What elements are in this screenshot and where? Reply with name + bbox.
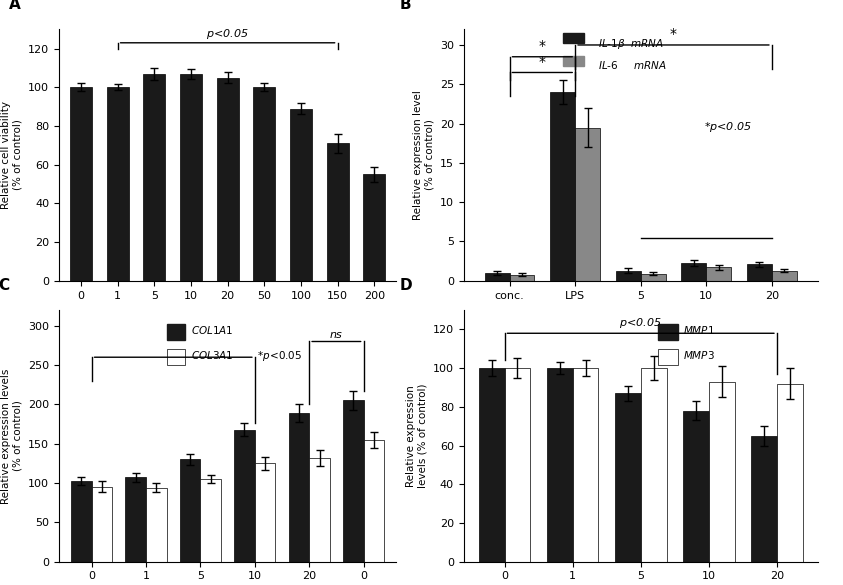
Bar — [70, 87, 92, 281]
Bar — [234, 429, 255, 562]
Text: *$p$<0.05: *$p$<0.05 — [251, 349, 303, 363]
Bar — [126, 477, 146, 562]
Bar — [143, 74, 165, 281]
Bar — [146, 488, 167, 562]
Text: $MMP3$: $MMP3$ — [683, 349, 715, 361]
Text: $IL$-$1\beta$  mRNA: $IL$-$1\beta$ mRNA — [599, 37, 664, 51]
Bar — [658, 324, 678, 340]
Bar — [706, 267, 731, 281]
Y-axis label: Relative expression
levels (% of control): Relative expression levels (% of control… — [405, 384, 427, 488]
Text: B: B — [400, 0, 411, 12]
Bar — [167, 324, 185, 340]
Bar — [485, 273, 509, 281]
Bar — [180, 459, 201, 562]
Bar — [255, 463, 276, 562]
Bar — [253, 87, 276, 281]
Text: A: A — [8, 0, 20, 12]
Bar — [92, 487, 112, 562]
Bar — [615, 271, 641, 281]
Bar — [563, 33, 584, 43]
Text: $COL1A1$: $COL1A1$ — [191, 324, 233, 336]
Bar — [683, 411, 709, 562]
Bar — [658, 349, 678, 366]
Bar — [71, 481, 92, 562]
Bar — [201, 479, 221, 562]
Bar — [547, 368, 572, 562]
Bar — [615, 393, 641, 562]
Bar — [167, 349, 185, 366]
Bar — [777, 384, 803, 562]
Text: JD052 extracts: JD052 extracts — [169, 331, 250, 341]
Bar — [641, 274, 666, 281]
Y-axis label: Relative expression levels
(% of control): Relative expression levels (% of control… — [1, 368, 23, 504]
Bar — [509, 274, 534, 281]
Y-axis label: Relative expression level
(% of control): Relative expression level (% of control) — [412, 90, 434, 220]
Bar — [550, 92, 575, 281]
Bar — [563, 56, 584, 66]
Text: *: * — [539, 39, 545, 53]
Text: $COL3A1$: $COL3A1$ — [191, 349, 233, 361]
Bar — [363, 174, 385, 281]
Text: ns: ns — [330, 330, 343, 340]
Bar — [288, 413, 309, 562]
Text: *: * — [670, 27, 677, 41]
Text: D: D — [400, 278, 412, 293]
Bar — [326, 143, 348, 281]
Y-axis label: Relative cell viability
(% of control): Relative cell viability (% of control) — [1, 101, 23, 209]
Bar — [504, 368, 530, 562]
Bar — [363, 440, 384, 562]
Text: $IL$-$6$     mRNA: $IL$-$6$ mRNA — [599, 60, 668, 71]
Text: Extract (μg/ml): Extract (μg/ml) — [62, 316, 141, 326]
Bar — [479, 368, 504, 562]
Bar — [343, 401, 363, 562]
Bar — [747, 264, 772, 281]
Text: *: * — [539, 54, 545, 68]
Bar — [772, 271, 797, 281]
Text: $p$<0.05: $p$<0.05 — [207, 27, 249, 41]
Bar — [751, 436, 777, 562]
Bar — [572, 368, 599, 562]
Bar — [217, 78, 239, 281]
Bar — [290, 109, 312, 281]
Text: JD052 extracts (μg/ml): JD052 extracts (μg/ml) — [647, 324, 765, 334]
Bar — [681, 263, 706, 281]
Bar — [309, 458, 330, 562]
Bar — [180, 74, 202, 281]
Text: $MMP1$: $MMP1$ — [683, 324, 715, 336]
Text: $p$<0.05: $p$<0.05 — [620, 316, 662, 331]
Text: *$p$<0.05: *$p$<0.05 — [705, 120, 753, 134]
Text: C: C — [0, 278, 9, 293]
Bar — [641, 368, 667, 562]
Bar — [575, 128, 600, 281]
Bar — [107, 87, 129, 281]
Bar — [709, 381, 734, 562]
